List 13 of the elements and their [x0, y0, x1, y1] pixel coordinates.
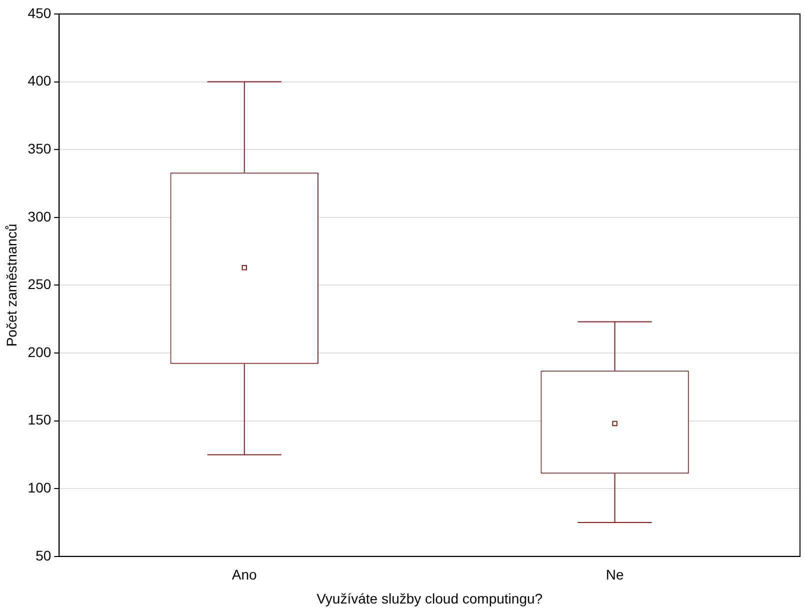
- y-axis-title: Počet zaměstnanců: [3, 224, 20, 347]
- y-tick-label: 150: [28, 412, 52, 428]
- y-tick-label: 300: [28, 208, 52, 224]
- y-tick-label: 100: [28, 479, 52, 496]
- y-tick-label: 450: [28, 4, 52, 21]
- x-tick-label: Ano: [232, 566, 258, 583]
- x-tick-label: Ne: [606, 566, 624, 583]
- y-tick-label: 50: [36, 547, 52, 564]
- y-tick-label: 400: [28, 72, 52, 89]
- y-tick-label: 250: [28, 276, 52, 292]
- x-axis-title: Využíváte služby cloud computingu?: [316, 590, 543, 606]
- y-tick-label: 200: [28, 344, 52, 360]
- y-tick-label: 350: [28, 140, 52, 156]
